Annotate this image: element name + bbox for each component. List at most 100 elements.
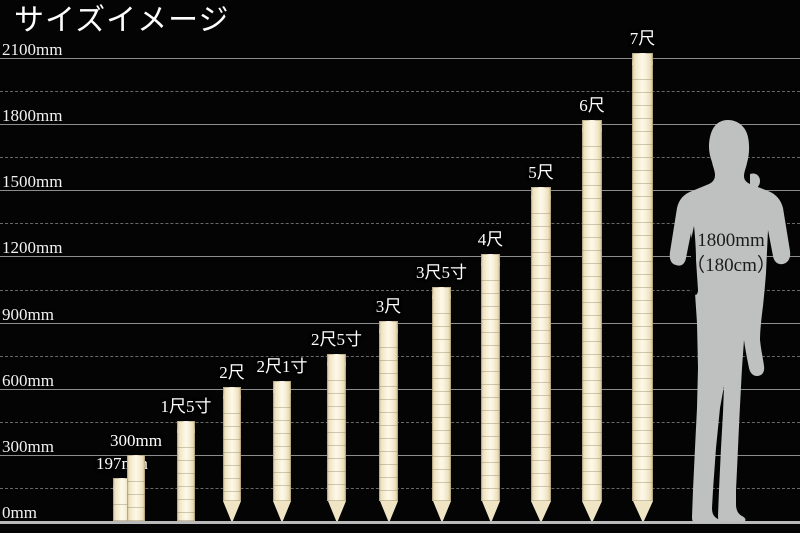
bar-notch <box>379 372 398 374</box>
bar-notch <box>632 144 653 146</box>
bar-notch <box>531 303 551 305</box>
bar-notch <box>432 417 451 419</box>
bar-notch <box>379 437 398 439</box>
bar-tip-10 <box>582 500 602 523</box>
bar-notch <box>531 368 551 370</box>
bar-notch <box>582 432 602 434</box>
bar-7 <box>432 287 451 523</box>
bar-notch <box>481 370 500 372</box>
bar-notch <box>582 198 602 200</box>
bar-notch <box>582 328 602 330</box>
bar-notch <box>632 92 653 94</box>
bar-notch <box>113 503 131 505</box>
bar-notch <box>379 489 398 491</box>
bar-notch <box>481 305 500 307</box>
bar-notch <box>531 485 551 487</box>
bar-notch <box>632 209 653 211</box>
gridline-minor-1950 <box>0 91 800 93</box>
bar-notch <box>379 398 398 400</box>
bar-label-11: 7尺 <box>629 29 656 49</box>
bar-cap-0 <box>113 477 131 490</box>
bar-label-3: 2尺 <box>219 363 245 383</box>
bar-notch <box>531 407 551 409</box>
bar-notch <box>481 331 500 333</box>
bar-notch <box>327 392 346 394</box>
gridline-minor-450 <box>0 421 800 423</box>
y-axis-label-1800: 1800mm <box>2 106 63 126</box>
bar-notch <box>223 413 241 415</box>
bar-notch <box>481 318 500 320</box>
bar-notch <box>273 406 291 408</box>
bar-notch <box>632 313 653 315</box>
gridline-minor-150 <box>0 487 800 489</box>
bar-notch <box>379 450 398 452</box>
bar-9 <box>531 186 551 523</box>
bar-notch <box>531 316 551 318</box>
bar-notch <box>632 404 653 406</box>
bar-notch <box>582 419 602 421</box>
bar-notch <box>582 380 602 382</box>
bar-notch <box>327 431 346 433</box>
bar-notch <box>273 432 291 434</box>
bar-notch <box>177 511 195 513</box>
bar-notch <box>632 196 653 198</box>
bar-notch <box>379 385 398 387</box>
bar-notch <box>177 485 195 487</box>
bar-notch <box>632 248 653 250</box>
gridline-major-1500 <box>0 190 800 192</box>
bar-notch <box>127 480 145 482</box>
bar-notch <box>632 443 653 445</box>
bar-notch <box>632 235 653 237</box>
gridline-minor-750 <box>0 355 800 357</box>
bar-label-4: 2尺1寸 <box>256 356 308 376</box>
bar-notch <box>531 381 551 383</box>
bar-notch <box>582 302 602 304</box>
bar-notch <box>531 225 551 227</box>
bar-notch <box>432 326 451 328</box>
bar-notch <box>177 472 195 474</box>
gridline-major-1800 <box>0 124 800 126</box>
y-axis-label-300: 300mm <box>2 436 54 456</box>
bar-notch <box>432 313 451 315</box>
bar-notch <box>379 476 398 478</box>
y-axis-label-2100: 2100mm <box>2 40 63 59</box>
bar-notch <box>432 443 451 445</box>
human-height-label: 1800mm （180cm） <box>676 228 786 278</box>
bar-notch <box>379 359 398 361</box>
bar-notch <box>481 357 500 359</box>
bar-label-8: 4尺 <box>477 229 504 249</box>
bar-notch <box>379 424 398 426</box>
bar-notch <box>582 367 602 369</box>
bar-notch <box>582 341 602 343</box>
gridline-major-900 <box>0 322 800 324</box>
bar-notch <box>582 484 602 486</box>
bar-notch <box>531 446 551 448</box>
bar-6 <box>379 320 398 523</box>
bar-notch <box>432 352 451 354</box>
gridline-minor-1350 <box>0 223 800 225</box>
bar-notch <box>177 498 195 500</box>
bar-notch <box>223 452 241 454</box>
bar-cap-9 <box>531 186 551 199</box>
bar-tip-4 <box>273 500 291 523</box>
y-axis-label-0: 0mm <box>2 503 37 522</box>
bar-label-7: 3尺5寸 <box>416 263 467 283</box>
bar-notch <box>632 274 653 276</box>
bar-notch <box>177 446 195 448</box>
bar-notch <box>582 172 602 174</box>
bar-notch <box>531 251 551 253</box>
bar-notch <box>531 394 551 396</box>
bar-notch <box>481 409 500 411</box>
bar-cap-4 <box>273 380 291 393</box>
bar-tip-7 <box>432 500 451 523</box>
bar-tip-3 <box>223 500 241 523</box>
bar-notch <box>632 79 653 81</box>
bar-8 <box>481 253 500 523</box>
gridline-major-2100 <box>0 58 800 59</box>
bar-notch <box>127 506 145 508</box>
bar-notch <box>432 365 451 367</box>
bar-notch <box>273 445 291 447</box>
bar-notch <box>531 459 551 461</box>
bar-notch <box>531 238 551 240</box>
bar-cap-1 <box>127 454 145 467</box>
